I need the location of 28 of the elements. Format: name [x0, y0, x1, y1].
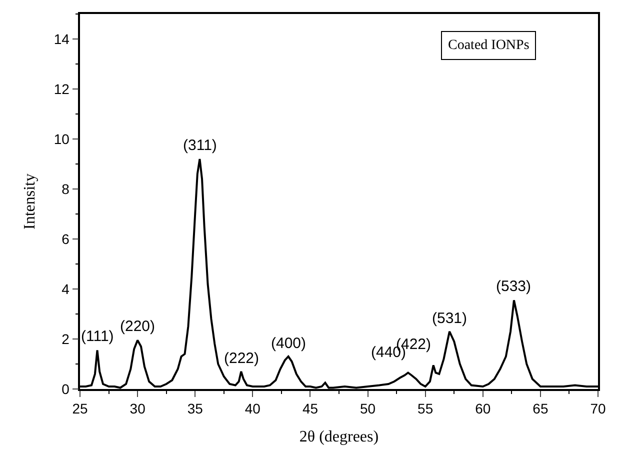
annotation: (531)	[432, 310, 468, 327]
x-tick-label: 65	[532, 400, 548, 417]
y-tick-label: 0	[62, 380, 70, 397]
y-tick-label: 12	[54, 80, 70, 97]
x-tick-label: 60	[475, 400, 491, 417]
x-tick-label: 30	[130, 400, 146, 417]
y-axis-title: Intensity	[21, 174, 38, 230]
x-tick-label: 40	[244, 400, 261, 417]
x-tick-label: 50	[360, 400, 376, 417]
x-tick-label: 55	[418, 400, 434, 417]
x-axis-title: 2θ (degrees)	[299, 428, 379, 446]
y-tick-label: 14	[54, 30, 70, 47]
y-tick-label: 8	[62, 180, 70, 197]
x-tick-label: 35	[187, 400, 204, 417]
annotation: Coated IONPs	[448, 38, 530, 53]
x-tick-label: 70	[590, 400, 606, 417]
annotation: (311)	[183, 137, 217, 154]
y-tick-label: 4	[62, 280, 70, 297]
annotation: (220)	[120, 318, 156, 335]
y-tick-label: 10	[54, 130, 70, 147]
x-tick-label: 45	[302, 400, 318, 417]
annotation: (533)	[496, 278, 532, 295]
annotation: (111)	[81, 328, 114, 345]
annotation: (222)	[224, 350, 260, 367]
y-tick-label: 2	[62, 330, 70, 347]
annotation: (400)	[271, 335, 306, 352]
x-tick-label: 25	[72, 400, 88, 417]
y-tick-label: 6	[62, 230, 70, 247]
